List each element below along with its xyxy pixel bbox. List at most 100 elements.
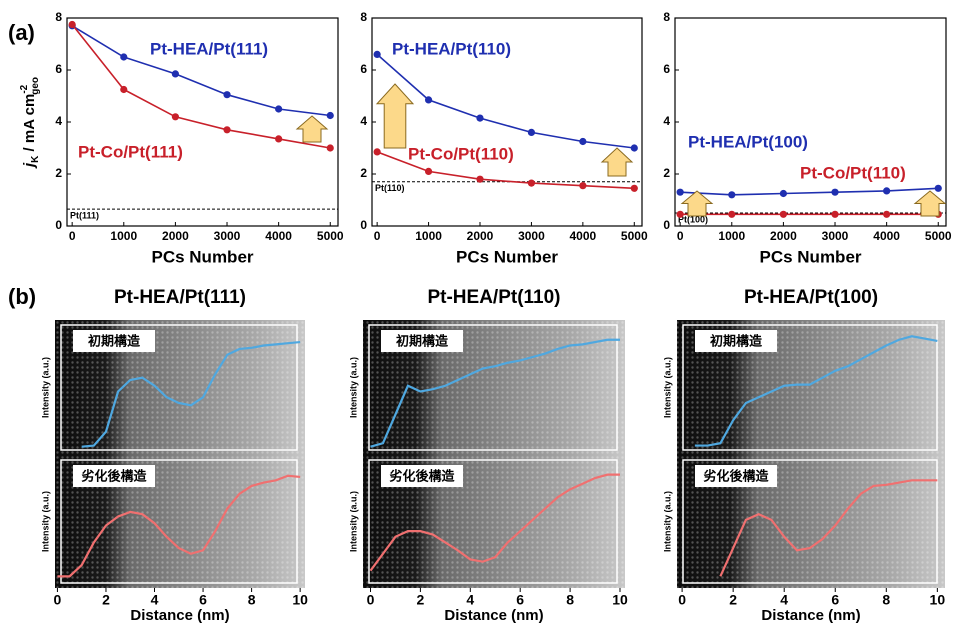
y-axis-label-part: j <box>21 162 38 169</box>
y-axis-label: Intensity (a.u.) <box>662 357 672 418</box>
chart-title: Pt-HEA/Pt(110) <box>427 287 560 308</box>
structure-label: 初期構造 <box>710 333 763 348</box>
arrow <box>600 147 634 177</box>
data-point <box>831 188 839 196</box>
structure-label: 劣化後構造 <box>81 468 147 483</box>
structure-label: 劣化後構造 <box>389 468 455 483</box>
y-tick-label: 4 <box>360 114 367 128</box>
x-tick-label: 6 <box>516 592 524 608</box>
structure-label: 劣化後構造 <box>703 468 769 483</box>
data-point <box>579 137 587 146</box>
x-tick-label: 8 <box>248 592 256 608</box>
y-axis-label-part: / mA cm <box>21 94 38 156</box>
y-tick-label: 8 <box>55 10 62 24</box>
x-tick-label: 0 <box>678 592 686 608</box>
label-box <box>695 330 777 352</box>
data-point <box>68 20 76 29</box>
series-line <box>81 340 301 448</box>
x-tick-label: 10 <box>612 592 628 608</box>
profile-frame <box>60 459 298 584</box>
x-axis-label: PCs Number <box>456 247 558 266</box>
x-tick-label: 0 <box>677 229 684 243</box>
x-tick-label: 0 <box>54 592 62 608</box>
x-tick-label: 5000 <box>317 229 344 243</box>
x-tick-label: 3000 <box>822 229 849 243</box>
x-tick-label: 2000 <box>162 229 189 243</box>
y-tick-label: 0 <box>663 218 670 232</box>
y-tick-label: 8 <box>360 10 367 24</box>
series-line <box>694 335 938 447</box>
x-axis-label: Distance (nm) <box>130 607 229 623</box>
data-point <box>326 111 334 120</box>
y-tick-label: 0 <box>360 218 367 232</box>
arrow <box>680 190 714 217</box>
data-point <box>883 187 891 195</box>
data-point <box>223 126 231 134</box>
x-tick-label: 0 <box>69 229 76 243</box>
reference-label: Pt(100) <box>678 214 708 224</box>
data-point <box>676 210 684 218</box>
data-point <box>373 148 381 156</box>
profile-frame <box>682 459 938 584</box>
x-tick-label: 4 <box>466 592 474 608</box>
data-point <box>579 182 587 190</box>
series-line <box>376 53 635 149</box>
data-point <box>223 91 231 99</box>
series-line <box>719 479 938 577</box>
label-box <box>381 330 463 352</box>
label-box <box>73 330 155 352</box>
series-line <box>376 151 635 190</box>
x-tick-label: 1000 <box>110 229 137 243</box>
data-point <box>120 53 128 61</box>
y-tick-label: 2 <box>55 166 62 180</box>
profile-frame <box>368 324 618 451</box>
data-point <box>171 70 179 78</box>
y-tick-label: 0 <box>55 218 62 232</box>
x-tick-label: 6 <box>199 592 207 608</box>
x-axis-label: Distance (nm) <box>444 607 543 623</box>
reference-label: Pt(110) <box>375 183 405 193</box>
x-tick-label: 2000 <box>467 229 494 243</box>
y-axis-label: Intensity (a.u.) <box>40 491 50 552</box>
chart-title: Pt-HEA/Pt(111) <box>114 287 246 308</box>
reference-label: Pt(111) <box>70 210 99 220</box>
data-point <box>527 179 536 187</box>
x-tick-label: 0 <box>367 592 375 608</box>
series-line <box>57 474 301 578</box>
x-tick-label: 4 <box>151 592 159 608</box>
data-point <box>728 210 736 218</box>
data-point <box>275 135 283 143</box>
label-box <box>695 465 777 487</box>
x-axis-label: PCs Number <box>759 247 861 266</box>
x-tick-label: 10 <box>930 592 946 608</box>
data-point <box>630 144 638 152</box>
x-tick-label: 4000 <box>265 229 292 243</box>
data-point <box>527 128 536 136</box>
series-line <box>71 24 331 149</box>
y-axis-label: Intensity (a.u.) <box>40 357 50 418</box>
x-tick-label: 2 <box>729 592 737 608</box>
x-tick-label: 3000 <box>214 229 241 243</box>
x-tick-label: 3000 <box>518 229 545 243</box>
data-point <box>424 96 433 104</box>
data-point <box>373 50 381 59</box>
x-tick-label: 4000 <box>873 229 900 243</box>
data-point <box>728 191 736 199</box>
data-point <box>676 188 684 196</box>
profile-frame <box>368 459 618 584</box>
structure-label: 初期構造 <box>88 333 141 348</box>
y-tick-label: 4 <box>663 114 670 128</box>
x-tick-label: 4 <box>780 592 788 608</box>
data-point <box>275 105 283 113</box>
panel-label: (a) <box>8 20 35 45</box>
data-point <box>883 210 891 218</box>
data-point <box>476 175 484 183</box>
y-axis-label: jK / mA cm-2geo <box>19 77 41 169</box>
y-axis-label: Intensity (a.u.) <box>348 491 358 552</box>
y-axis-label: Intensity (a.u.) <box>348 357 358 418</box>
series-line <box>370 338 621 448</box>
arrow <box>375 83 415 149</box>
x-tick-label: 0 <box>374 229 381 243</box>
data-point <box>779 210 788 218</box>
